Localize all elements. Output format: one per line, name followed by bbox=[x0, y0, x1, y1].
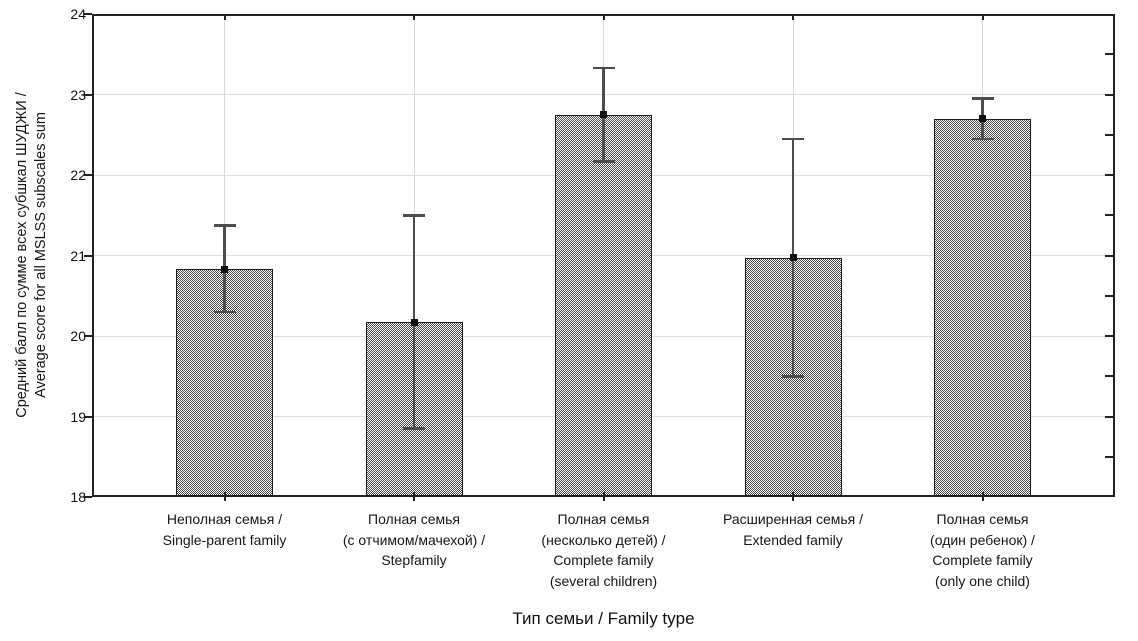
x-axis-tick-top bbox=[602, 14, 605, 20]
y-axis-tick-left bbox=[84, 335, 92, 337]
y-tick-label: 20 bbox=[70, 328, 86, 344]
y-tick-label: 19 bbox=[70, 408, 86, 425]
y-axis-tick-right bbox=[1105, 214, 1113, 217]
error-bar-cap-lower bbox=[782, 375, 804, 378]
category-label: Неполная семья / Single-parent family bbox=[113, 509, 337, 550]
x-axis-tick-bottom bbox=[792, 492, 794, 501]
x-axis-tick-bottom bbox=[981, 492, 984, 501]
category-label-line: Неполная семья / bbox=[166, 511, 283, 527]
y-axis-tick-left bbox=[84, 496, 92, 498]
category-label-line: Расширенная семья / bbox=[722, 511, 864, 527]
error-bar-cap-lower bbox=[971, 137, 994, 141]
category-label: Расширенная семья / Extended family bbox=[681, 509, 905, 550]
category-label: Полная семья (один ребенок) / Complete fam… bbox=[871, 509, 1095, 591]
y-axis-tick-right bbox=[1105, 294, 1113, 297]
x-axis-tick-bottom bbox=[602, 492, 605, 501]
y-axis-tick-left bbox=[84, 415, 92, 418]
x-axis-tick-top bbox=[413, 14, 415, 20]
error-bar-cap-lower bbox=[213, 310, 236, 314]
mean-marker bbox=[789, 254, 797, 262]
y-axis-tick-right bbox=[1105, 133, 1113, 136]
category-label-line: Extended family bbox=[743, 531, 843, 548]
category-label-line: (несколько детей) / bbox=[541, 531, 666, 548]
y-tick-label: 18 bbox=[70, 489, 86, 505]
category-label-line: (several children) bbox=[549, 572, 658, 589]
category-label: Полная семья (с отчимом/мачехой) / Stepfam… bbox=[302, 509, 526, 571]
category-label-line: (один ребенок) / bbox=[930, 531, 1035, 548]
y-axis-tick-right bbox=[1105, 53, 1113, 56]
y-axis-tick-left bbox=[84, 13, 92, 15]
category-label-line: Complete family bbox=[553, 552, 654, 568]
y-axis-tick-right bbox=[1105, 415, 1113, 418]
y-tick-label: 23 bbox=[70, 86, 86, 103]
y-axis-tick-right bbox=[1105, 93, 1113, 96]
error-bar-cap-lower bbox=[403, 427, 425, 430]
category-label: Полная семья (несколько детей) / Complete … bbox=[492, 509, 716, 591]
x-axis-tick-top bbox=[981, 14, 984, 20]
mean-marker bbox=[410, 318, 418, 326]
mean-marker bbox=[979, 115, 986, 123]
y-axis-tick-right bbox=[1105, 335, 1113, 337]
error-bar-cap-upper bbox=[403, 214, 425, 217]
error-bar-cap-upper bbox=[971, 97, 994, 100]
x-axis-title: Тип семьи / Family type bbox=[512, 609, 695, 628]
x-axis-tick-bottom bbox=[413, 492, 415, 501]
mean-marker bbox=[221, 265, 228, 273]
category-label-line: Полная семья bbox=[368, 511, 460, 527]
category-label-line: (с отчимом/мачехой) / bbox=[342, 531, 486, 548]
mean-marker bbox=[600, 111, 607, 119]
y-tick-label: 21 bbox=[70, 247, 86, 264]
error-bar-cap-lower bbox=[592, 160, 615, 163]
y-axis-tick-left bbox=[84, 254, 92, 257]
y-tick-label: 24 bbox=[70, 6, 86, 22]
error-bar-cap-upper bbox=[213, 224, 236, 227]
y-axis-tick-right bbox=[1105, 455, 1113, 458]
category-label-line: Полная семья bbox=[557, 511, 650, 527]
x-axis-tick-top bbox=[223, 14, 226, 20]
y-axis-tick-right bbox=[1105, 254, 1113, 257]
bar bbox=[555, 114, 652, 497]
y-axis-tick-left bbox=[84, 174, 92, 176]
y-axis-tick-right bbox=[1105, 174, 1113, 176]
category-label-line: Single-parent family bbox=[162, 531, 287, 548]
y-axis-tick-right bbox=[1105, 375, 1113, 378]
category-label-line: Полная семья bbox=[936, 511, 1029, 527]
x-axis-tick-bottom bbox=[223, 492, 226, 501]
y-axis-tick-left bbox=[84, 93, 92, 96]
category-label-line: Stepfamily bbox=[381, 552, 447, 568]
y-tick-label: 22 bbox=[70, 167, 86, 183]
error-bar-cap-upper bbox=[782, 137, 804, 141]
bar bbox=[934, 118, 1031, 497]
category-label-line: Complete family bbox=[932, 552, 1033, 568]
error-bar-cap-upper bbox=[592, 66, 615, 70]
category-label-line: (only one child) bbox=[935, 572, 1030, 589]
x-axis-tick-top bbox=[792, 14, 794, 20]
